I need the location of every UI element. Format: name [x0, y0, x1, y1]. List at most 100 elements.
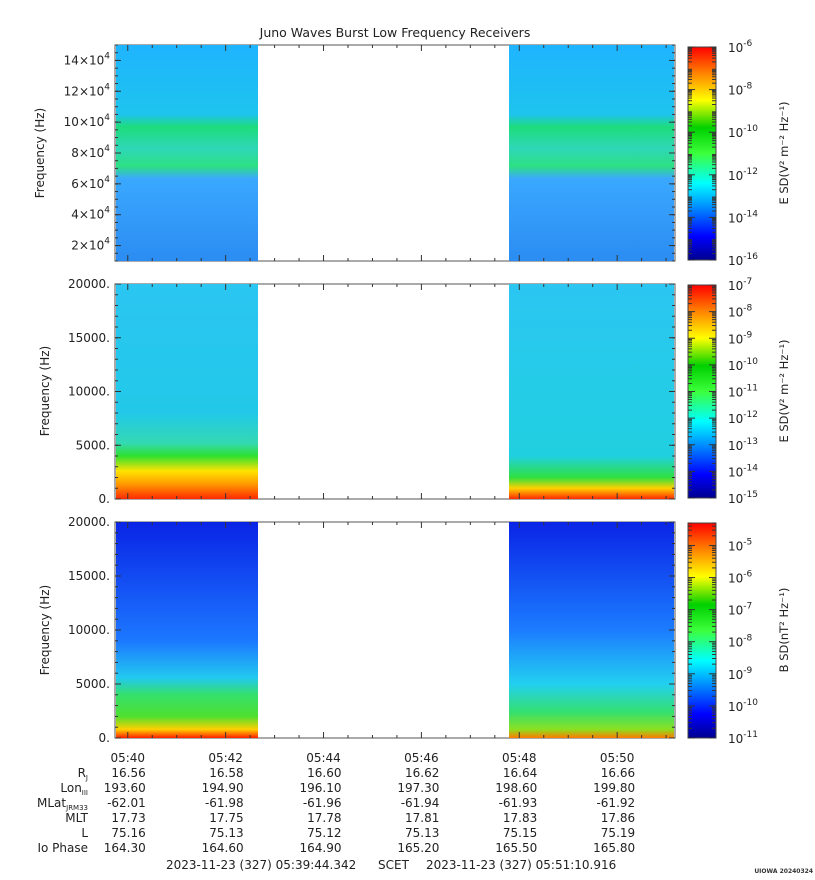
- ephemeris-value: 16.64: [503, 766, 537, 780]
- ephemeris-value: 164.60: [202, 841, 244, 855]
- panel-3-ylabel: Frequency (Hz): [38, 585, 52, 676]
- colorbar-tick-label: 10-6: [728, 570, 753, 586]
- ephemeris-value: 17.83: [503, 811, 537, 825]
- panel-2-data-left: [116, 284, 258, 499]
- ephemeris-value: 164.90: [300, 841, 342, 855]
- colorbar-tick-label: 10-7: [728, 277, 752, 293]
- ephemeris-value: 16.58: [209, 766, 243, 780]
- colorbar-tick-label: 10-10: [728, 124, 758, 140]
- colorbar-tick-label: 10-8: [728, 634, 753, 650]
- y-tick-label: 14×104: [64, 51, 111, 67]
- y-tick-label: 5000.: [76, 438, 110, 452]
- colorbar-tick-label: 10-14: [728, 463, 758, 479]
- y-tick-label: 10000.: [68, 385, 110, 399]
- ephemeris-value: -61.96: [303, 796, 342, 810]
- ephemeris-value: 75.12: [307, 826, 341, 840]
- ephemeris-row-label: Io Phase: [37, 841, 88, 855]
- ephemeris-value: 75.16: [111, 826, 145, 840]
- ephemeris-value: -62.01: [107, 796, 146, 810]
- ephemeris-value: 197.30: [397, 781, 439, 795]
- ephemeris-value: 75.13: [209, 826, 243, 840]
- x-tick-label: 05:50: [600, 751, 635, 765]
- ephemeris-row-label: L: [81, 826, 88, 840]
- colorbar-tick-label: 10-14: [728, 209, 758, 225]
- ephemeris-value: 16.62: [405, 766, 439, 780]
- ephemeris-value: 16.66: [601, 766, 635, 780]
- ephemeris-value: 17.81: [405, 811, 439, 825]
- panel-1-ylabel: Frequency (Hz): [33, 108, 47, 199]
- ephemeris-value: -61.92: [596, 796, 635, 810]
- y-tick-label: 0.: [99, 492, 110, 506]
- ephemeris-value: 193.60: [104, 781, 146, 795]
- y-tick-label: 0.: [99, 731, 110, 745]
- panel-2-colorbar-label: E SD(V² m⁻² Hz⁻¹): [777, 339, 791, 442]
- ephemeris-value: 164.30: [104, 841, 146, 855]
- ephemeris-value: 165.50: [495, 841, 537, 855]
- panel-1-data-right: [509, 45, 674, 261]
- ephemeris-value: 165.20: [397, 841, 439, 855]
- colorbar-tick-label: 10-7: [728, 602, 752, 618]
- x-tick-label: 05:48: [502, 751, 537, 765]
- ephemeris-value: 17.86: [601, 811, 635, 825]
- colorbar-tick-label: 10-9: [728, 666, 753, 682]
- panel-3-colorbar: [687, 522, 717, 739]
- colorbar-tick-label: 10-11: [728, 384, 758, 400]
- ephemeris-value: 16.60: [307, 766, 341, 780]
- panel-3-data-left: [116, 522, 258, 738]
- ephemeris-value: 194.90: [202, 781, 244, 795]
- ephemeris-value: 75.19: [601, 826, 635, 840]
- y-tick-label: 2×104: [71, 237, 110, 253]
- colorbar-tick-label: 10-10: [728, 698, 758, 714]
- footer-start-time: 2023-11-23 (327) 05:39:44.342: [166, 858, 356, 872]
- panel-3: 0. 5000. 10000. 15000. 20000. Frequency (Hz)…: [38, 515, 791, 746]
- footer-scet-label: SCET: [378, 858, 410, 872]
- ephemeris-value: 17.73: [111, 811, 145, 825]
- ephemeris-value: 17.75: [209, 811, 243, 825]
- y-tick-label: 10×104: [64, 113, 111, 129]
- ephemeris-value: 196.10: [300, 781, 342, 795]
- ephemeris-row-label: MLT: [65, 811, 88, 825]
- ephemeris-row-label: RJ: [78, 766, 88, 782]
- colorbar-tick-label: 10-8: [728, 82, 753, 98]
- ephemeris-value: 198.60: [495, 781, 537, 795]
- panel-3-data-right: [509, 522, 674, 738]
- y-tick-label: 20000.: [68, 277, 110, 291]
- x-tick-label: 05:46: [404, 751, 439, 765]
- panel-3-colorbar-label: B SD(nT² Hz⁻¹): [777, 588, 791, 673]
- y-tick-label: 10000.: [68, 623, 110, 637]
- colorbar-tick-label: 10-15: [728, 490, 758, 506]
- panel-1-data-left: [116, 45, 258, 261]
- y-tick-label: 20000.: [68, 515, 110, 529]
- colorbar-tick-label: 10-10: [728, 357, 758, 373]
- y-tick-label: 12×104: [64, 82, 111, 98]
- panel-2: 0. 5000. 10000. 15000. 20000. Frequency (Hz)…: [38, 277, 791, 506]
- x-tick-label: 05:44: [306, 751, 341, 765]
- colorbar-tick-label: 10-9: [728, 330, 753, 346]
- ephemeris-value: 165.80: [593, 841, 635, 855]
- colorbar-tick-label: 10-16: [728, 252, 758, 268]
- panel-1: 2×104 4×104 6×104 8×104 10×104 12×104 14×104 F…: [33, 39, 791, 268]
- ephemeris-value: 75.15: [503, 826, 537, 840]
- panel-1-colorbar-label: E SD(V² m⁻² Hz⁻¹): [777, 101, 791, 204]
- ephemeris-value: -61.98: [205, 796, 244, 810]
- ephemeris-row-label: MLatJRM33: [37, 796, 88, 812]
- panel-1-colorbar: [687, 46, 717, 261]
- footer-end-time: 2023-11-23 (327) 05:51:10.916: [426, 858, 616, 872]
- y-tick-label: 4×104: [71, 206, 110, 222]
- y-tick-label: 8×104: [71, 144, 110, 160]
- ephemeris-value: -61.94: [401, 796, 440, 810]
- colorbar-tick-label: 10-12: [728, 410, 758, 426]
- colorbar-tick-label: 10-5: [728, 537, 752, 553]
- ephemeris-value: -61.93: [499, 796, 538, 810]
- ephemeris-value: 199.80: [593, 781, 635, 795]
- ephemeris-value: 75.13: [405, 826, 439, 840]
- colorbar-tick-label: 10-11: [728, 730, 758, 746]
- y-tick-label: 15000.: [68, 331, 110, 345]
- chart-title: Juno Waves Burst Low Frequency Receivers: [259, 25, 531, 40]
- panel-2-data-right: [509, 284, 674, 499]
- y-tick-label: 6×104: [71, 175, 110, 191]
- ephemeris-value: 16.56: [111, 766, 145, 780]
- colorbar-tick-label: 10-13: [728, 437, 758, 453]
- y-tick-label: 5000.: [76, 677, 110, 691]
